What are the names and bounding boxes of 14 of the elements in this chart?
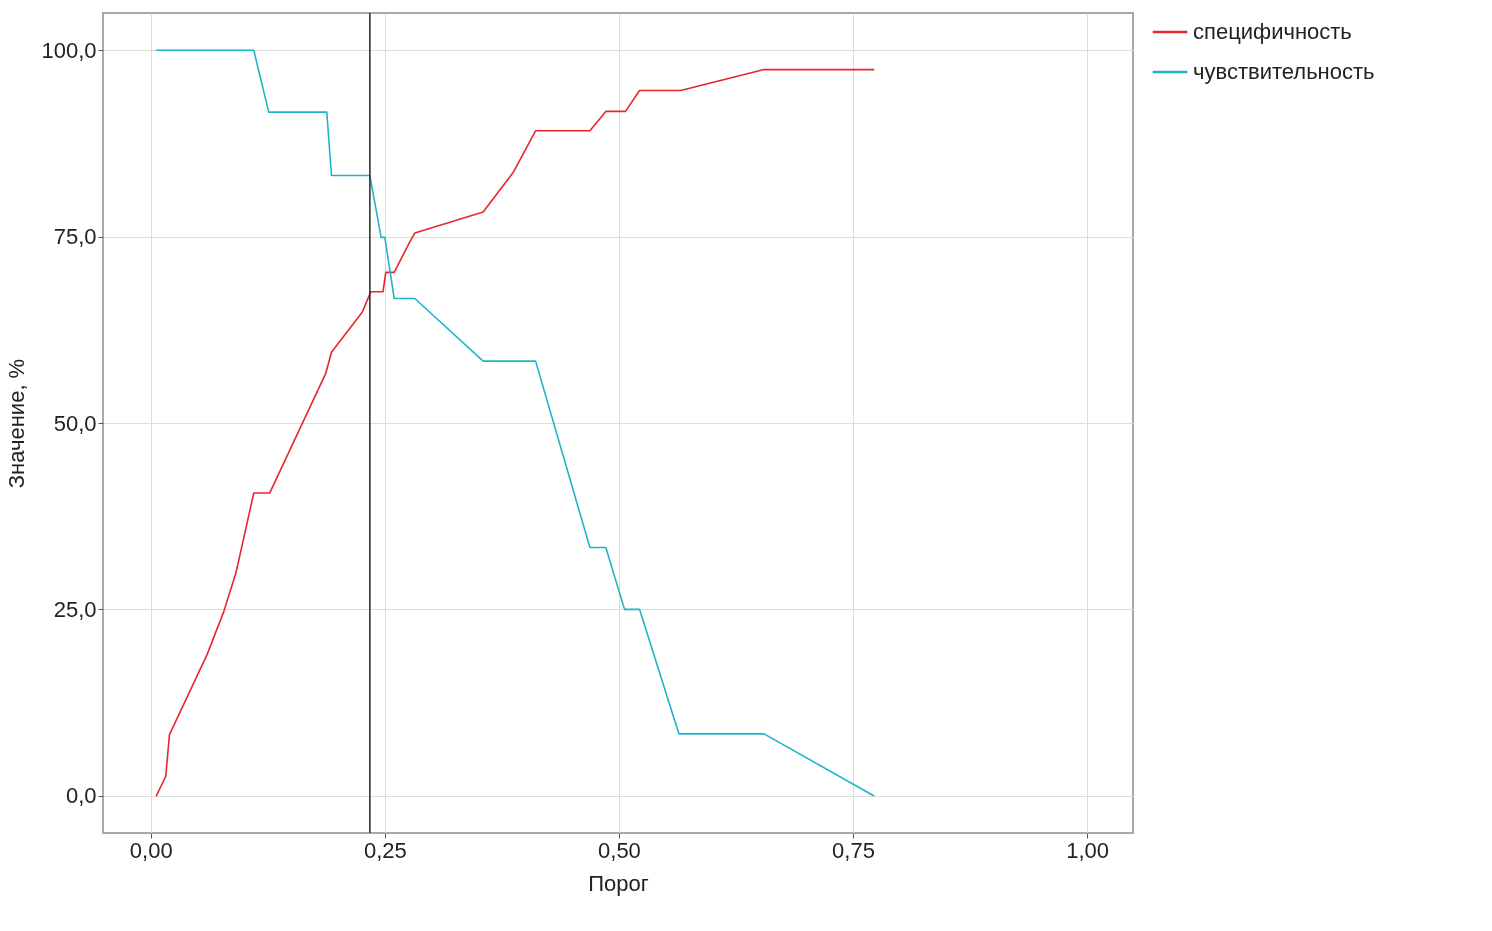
x-axis-title: Порог (588, 870, 649, 896)
y-tick-label: 50,0 (53, 410, 97, 436)
x-tick-label: 1,00 (1066, 837, 1110, 863)
y-axis-title: Значение, % (4, 358, 30, 489)
y-tick-label: 0,0 (65, 783, 97, 809)
y-tick-label: 100,0 (41, 37, 97, 63)
y-tick-label: 75,0 (53, 224, 97, 250)
x-tick-label: 0,00 (129, 837, 173, 863)
y-tick-label: 25,0 (53, 596, 97, 622)
x-tick-label: 0,50 (598, 837, 641, 863)
legend-label: специфичность (1193, 19, 1352, 44)
x-tick-label: 0,75 (832, 837, 875, 863)
x-tick-label: 0,25 (363, 837, 407, 863)
legend-label: чувствительность (1193, 59, 1375, 84)
